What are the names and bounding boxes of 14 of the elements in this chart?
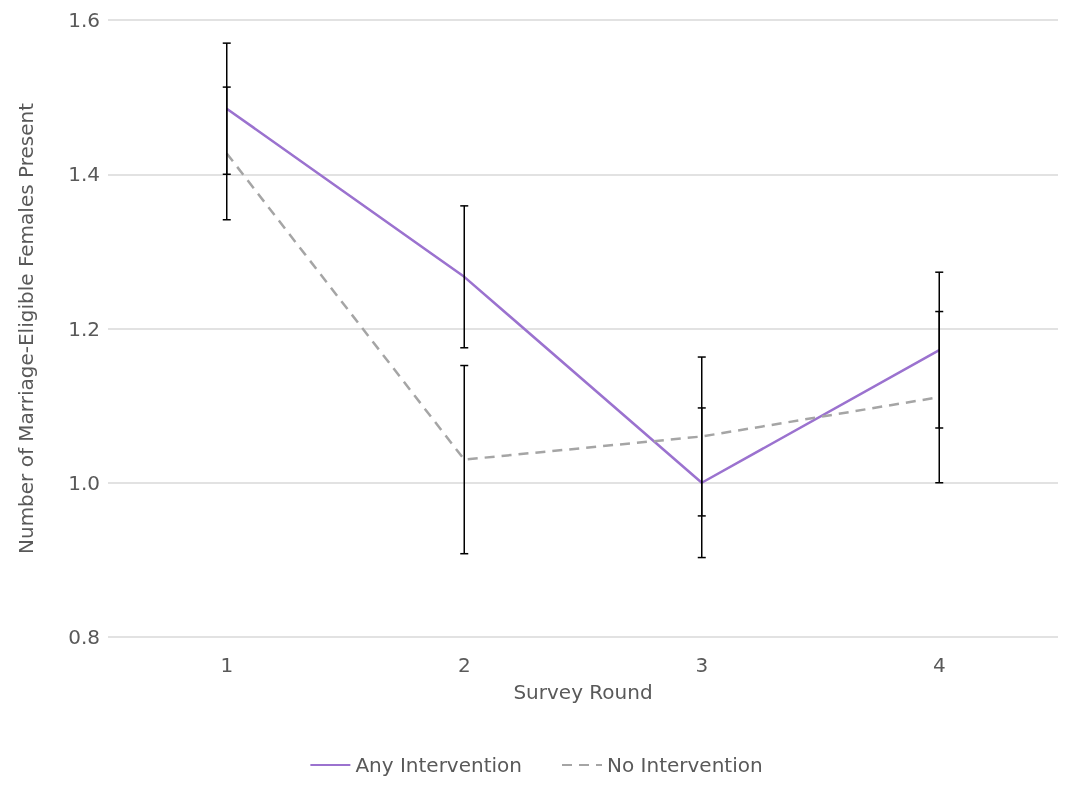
y-axis-title: Number of Marriage-Eligible Females Present [14,102,38,555]
x-tick-label: 1 [220,653,234,677]
y-tick-label: 1.0 [68,470,100,495]
y-tick-label: 0.8 [68,625,100,649]
x-tick-label: 4 [932,653,946,677]
legend-label: Any Intervention [355,753,522,777]
x-axis-title: Survey Round [513,680,653,704]
legend-label: No Intervention [607,753,763,777]
x-tick-label: 2 [457,653,471,677]
y-tick-label: 1.4 [68,162,100,187]
x-tick-label: 3 [695,653,709,677]
y-tick-label: 1.2 [68,316,100,341]
line-series [225,107,941,484]
y-tick-label: 1.6 [68,8,100,32]
